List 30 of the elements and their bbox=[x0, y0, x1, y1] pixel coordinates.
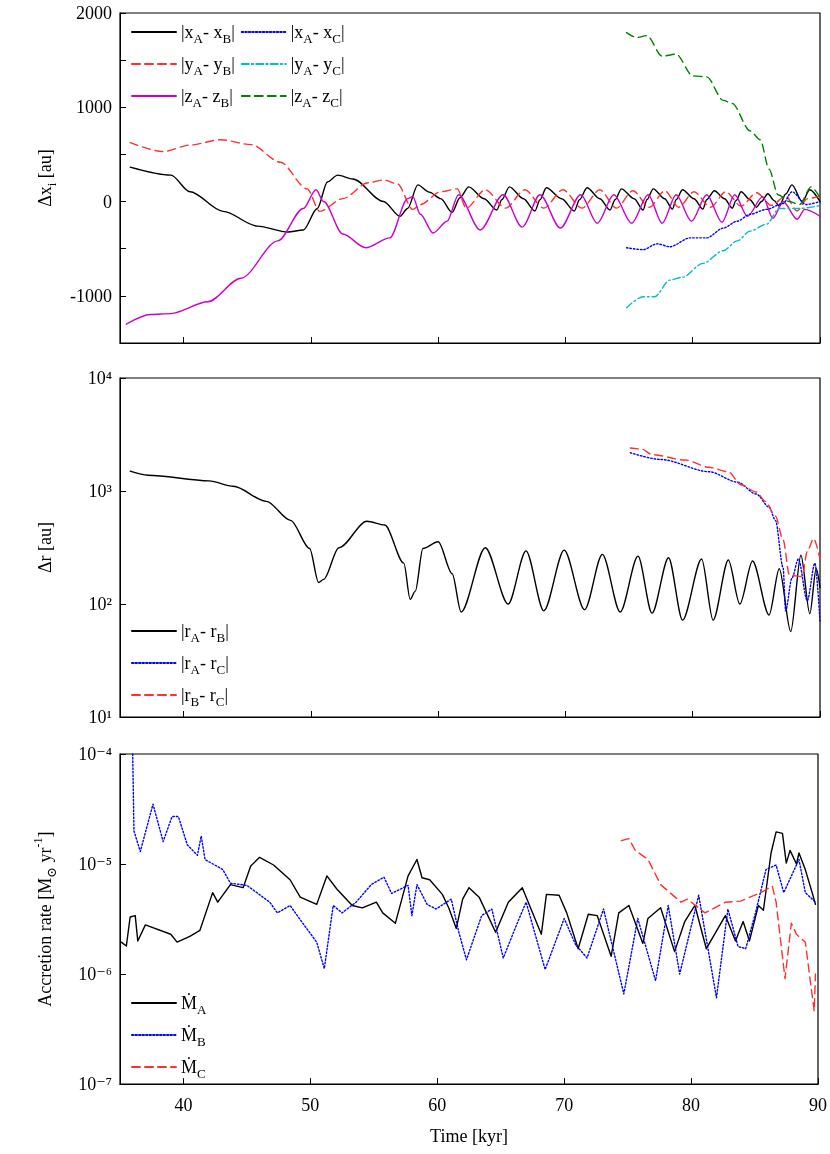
y-tick-label: 10⁻⁶ bbox=[78, 964, 112, 985]
x-tick-label: 70 bbox=[555, 1095, 574, 1116]
y-tick-label: -1000 bbox=[70, 285, 112, 306]
line-series bbox=[129, 139, 821, 213]
y-axis-title: Accretion rate [M⊙ yr-1] bbox=[31, 831, 59, 1007]
line-series bbox=[625, 191, 821, 251]
y-axis-title: Δxi [au] bbox=[35, 149, 59, 207]
y-tick-label: 0 bbox=[103, 191, 112, 212]
line-series bbox=[629, 452, 821, 623]
x-tick-label: 60 bbox=[428, 1095, 447, 1116]
y-tick-label: 10³ bbox=[88, 481, 113, 501]
y-tick-label: 10⁻⁵ bbox=[78, 854, 112, 875]
line-series bbox=[625, 204, 821, 309]
x-tick-label: 80 bbox=[682, 1095, 701, 1116]
x-tick-label: 90 bbox=[809, 1095, 827, 1116]
line-series bbox=[125, 189, 821, 325]
y-tick-label: 2000 bbox=[76, 3, 112, 23]
y-tick-label: 1000 bbox=[76, 97, 112, 118]
y-tick-label: 10⁻⁴ bbox=[78, 744, 112, 764]
line-series bbox=[620, 837, 817, 1012]
y-tick-label: 10¹ bbox=[88, 707, 112, 727]
y-tick-label: 10² bbox=[88, 594, 112, 614]
y-axis-title: Δr [au] bbox=[35, 521, 55, 574]
y-tick-label: 10⁻⁷ bbox=[78, 1074, 112, 1095]
line-series bbox=[625, 31, 821, 206]
line-series bbox=[629, 447, 821, 578]
y-tick-label: 10⁴ bbox=[87, 368, 112, 388]
x-tick-label: 40 bbox=[174, 1095, 193, 1116]
x-axis-title: Time [kyr] bbox=[430, 1126, 508, 1146]
x-tick-label: 50 bbox=[301, 1095, 320, 1116]
